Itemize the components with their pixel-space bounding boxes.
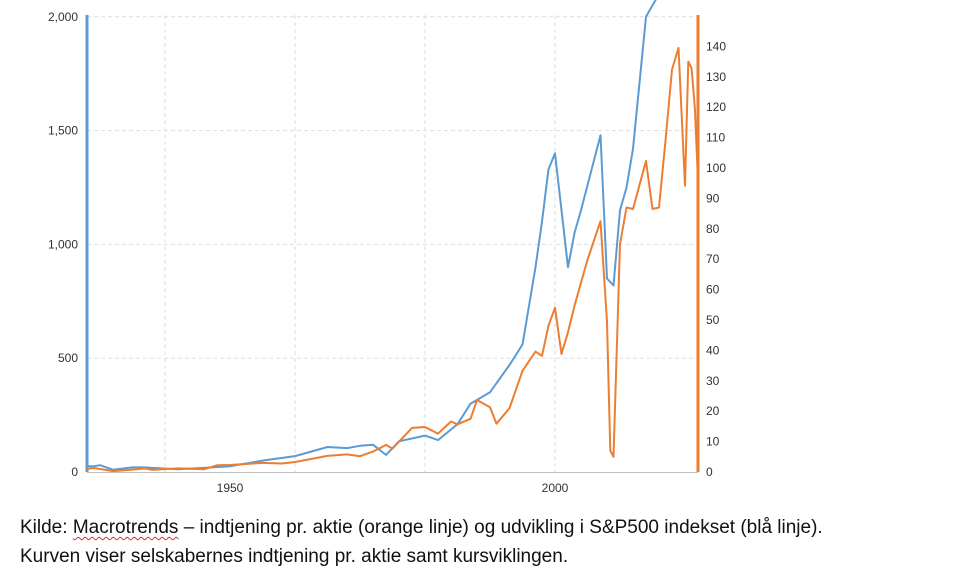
caption-description: – indtjening pr. aktie (orange linje) og… [178, 517, 823, 538]
chart-grid [87, 15, 698, 472]
left-tick-label: 1,000 [48, 237, 78, 251]
right-tick-label: 140 [706, 39, 726, 53]
series-line-eps [86, 46, 699, 473]
caption-source-label: Kilde: [20, 517, 73, 538]
right-tick-label: 70 [706, 252, 720, 266]
right-tick-label: 110 [706, 131, 725, 145]
caption-source-name: Macrotrends [72, 517, 179, 538]
x-tick-label: 1950 [217, 481, 244, 495]
right-tick-label: 50 [706, 313, 720, 327]
x-axis: 1950 2000 [87, 472, 698, 495]
right-tick-label: 100 [706, 161, 726, 175]
right-tick-label: 30 [706, 374, 720, 388]
series-layer [86, 0, 699, 473]
right-tick-label: 40 [706, 343, 720, 357]
right-tick-label: 10 [706, 435, 720, 449]
right-axis: 0 10 20 30 40 50 60 70 80 90 100 110 120 130 140 [696, 15, 726, 479]
left-tick-label: 1,500 [48, 124, 78, 138]
left-tick-label: 2,000 [48, 10, 78, 24]
right-tick-label: 80 [706, 222, 720, 236]
series-line-sp500 [86, 0, 657, 471]
caption-line-2: Kurven viser selskabernes indtjening pr.… [20, 546, 569, 567]
right-tick-label: 0 [706, 465, 713, 479]
left-tick-label: 0 [71, 465, 78, 479]
right-tick-label: 130 [706, 70, 726, 84]
right-tick-label: 60 [706, 283, 720, 297]
right-tick-label: 120 [706, 100, 726, 114]
right-tick-label: 90 [706, 191, 720, 205]
caption-line-1: Kilde: Macrotrends – indtjening pr. akti… [20, 517, 950, 539]
left-tick-label: 500 [58, 351, 78, 365]
x-tick-label: 2000 [542, 481, 569, 495]
right-tick-label: 20 [706, 404, 720, 418]
